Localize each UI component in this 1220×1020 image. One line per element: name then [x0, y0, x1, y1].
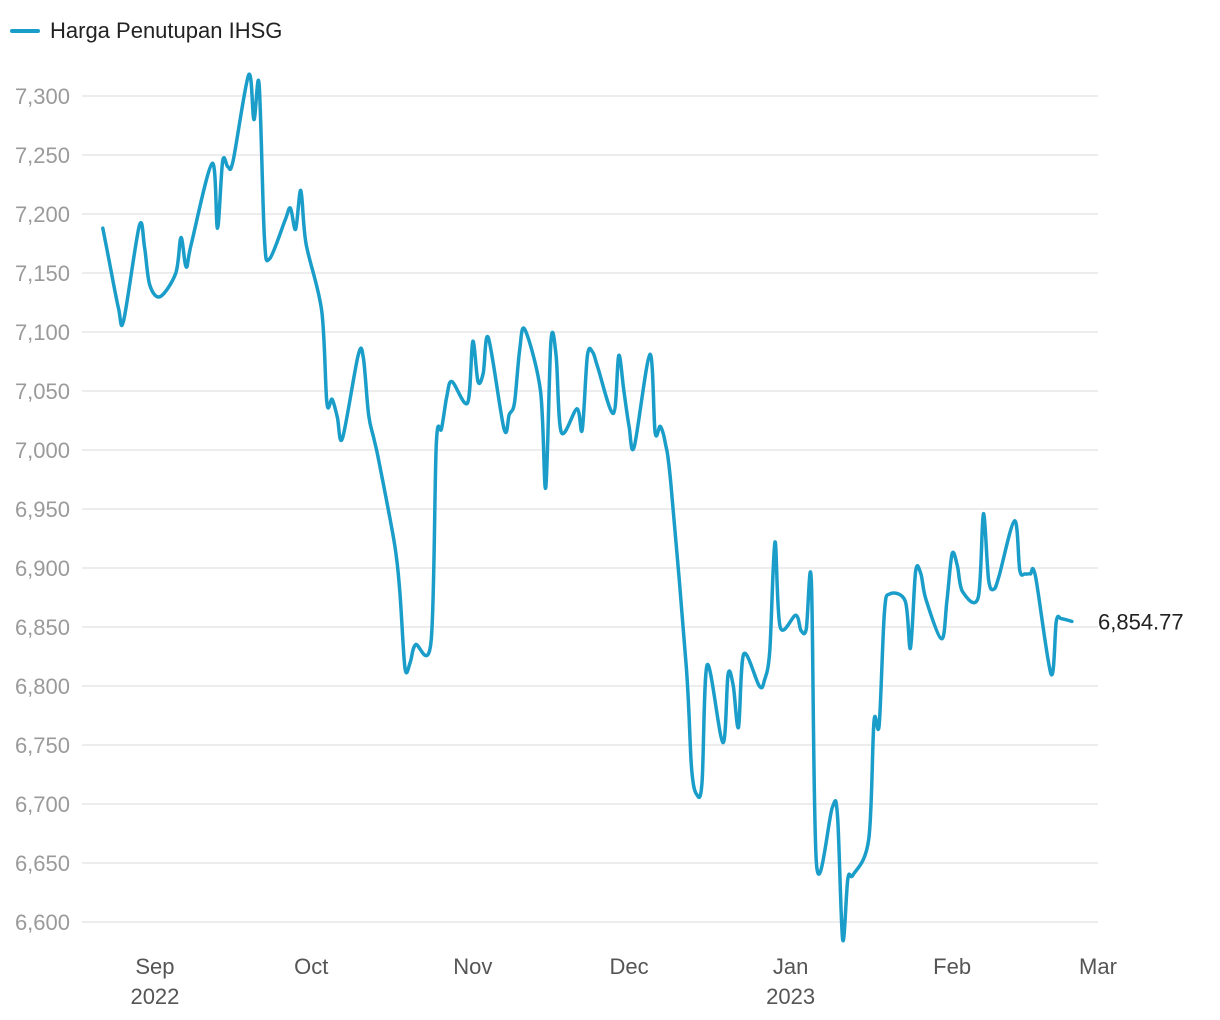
- y-tick-label: 6,850: [15, 615, 70, 640]
- x-tick-label: Nov: [453, 954, 492, 979]
- y-tick-label: 7,200: [15, 202, 70, 227]
- x-axis-ticks: Sep 2022 Oct Nov Dec Jan 2023 Feb Mar: [130, 954, 1116, 1009]
- series-line-ihsg: [101, 73, 1074, 943]
- legend-swatch: [10, 29, 40, 33]
- y-tick-label: 6,900: [15, 556, 70, 581]
- x-tick-label: Jan: [773, 954, 808, 979]
- x-tick-year-label: 2022: [130, 984, 179, 1009]
- legend-label: Harga Penutupan IHSG: [50, 18, 283, 43]
- y-tick-label: 6,950: [15, 497, 70, 522]
- x-tick-label: Mar: [1079, 954, 1117, 979]
- y-tick-label: 7,100: [15, 320, 70, 345]
- x-tick-label: Feb: [933, 954, 971, 979]
- y-tick-label: 7,250: [15, 143, 70, 168]
- chart-legend: Harga Penutupan IHSG: [10, 18, 282, 44]
- y-tick-label: 6,650: [15, 851, 70, 876]
- x-tick-label: Dec: [610, 954, 649, 979]
- x-tick-label: Oct: [294, 954, 328, 979]
- y-tick-label: 7,150: [15, 261, 70, 286]
- last-value-label: 6,854.77: [1098, 609, 1184, 634]
- y-axis-ticks: 6,600 6,650 6,700 6,750 6,800 6,850 6,900 6,950…: [15, 84, 70, 935]
- y-tick-label: 6,700: [15, 792, 70, 817]
- x-tick-label: Sep: [135, 954, 174, 979]
- y-tick-label: 6,800: [15, 674, 70, 699]
- x-tick-year-label: 2023: [766, 984, 815, 1009]
- y-tick-label: 6,750: [15, 733, 70, 758]
- gridlines: [82, 95, 1098, 923]
- y-tick-label: 7,050: [15, 379, 70, 404]
- y-tick-label: 7,300: [15, 84, 70, 109]
- y-tick-label: 6,600: [15, 910, 70, 935]
- y-tick-label: 7,000: [15, 438, 70, 463]
